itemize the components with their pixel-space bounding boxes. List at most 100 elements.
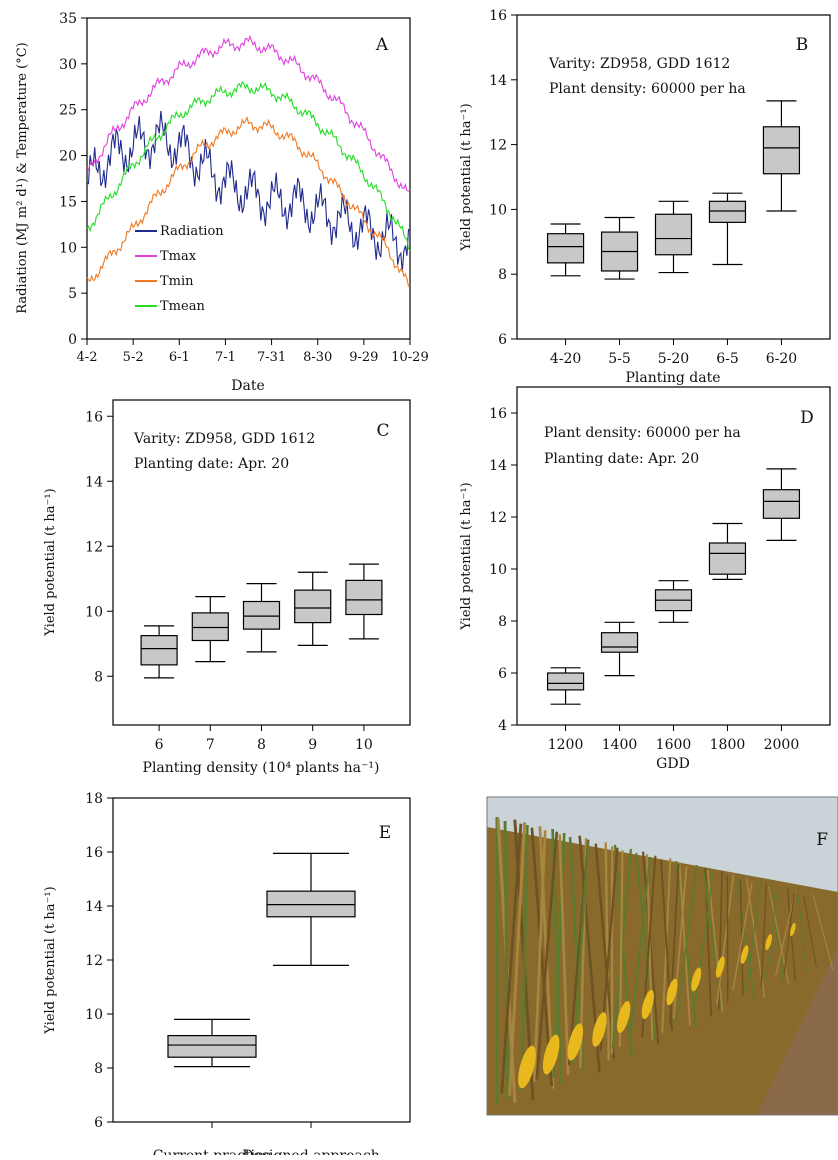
panel-e-plot-frame	[113, 798, 410, 1122]
panel-b-box	[763, 127, 799, 174]
panel-d-ytick-label: 4	[498, 718, 507, 734]
panel-f-panel-letter: F	[816, 830, 828, 850]
panel-a-ytick-label: 5	[68, 286, 77, 302]
panel-d-ytick-label: 8	[498, 614, 507, 630]
panel-a-ytick-label: 10	[59, 240, 77, 256]
panel-a-ytick-label: 25	[59, 103, 77, 119]
panel-b-xtick-label: 4-20	[550, 351, 581, 367]
panel-c-xtick-label: 10	[355, 737, 373, 753]
panel-e-ytick-label: 8	[94, 1061, 103, 1077]
panel-d-xtick-label: 1800	[710, 737, 746, 753]
panel-b-annotation: Varity: ZD958, GDD 1612	[548, 56, 730, 72]
panel-a-xtick-label: 9-29	[349, 350, 378, 365]
panel-c-ytick-label: 16	[85, 409, 103, 425]
panel-d-xtick-label: 1400	[602, 737, 638, 753]
panel-d-ytick-label: 6	[498, 666, 507, 682]
panel-c-ytick-label: 10	[85, 604, 103, 620]
panel-b-ytick-label: 6	[498, 332, 507, 348]
panel-d-xtick-label: 2000	[764, 737, 800, 753]
panel-d-panel-letter: D	[800, 408, 814, 428]
panel-e-panel-letter: E	[379, 823, 391, 843]
panel-c-ytick-label: 12	[85, 539, 103, 555]
panel-e-box	[267, 891, 355, 917]
panel-b-box	[656, 214, 692, 255]
panel-a-xtick-label: 4-2	[77, 350, 98, 365]
panel-a-ytick-label: 20	[59, 149, 77, 165]
panel-a-xtick-label: 10-29	[391, 350, 428, 365]
panel-b-xtick-label: 6-5	[716, 351, 739, 367]
panel-a-ytick-label: 15	[59, 194, 77, 210]
panel-d-ytick-label: 10	[489, 562, 507, 578]
panel-d-annotation: Plant density: 60000 per ha	[544, 425, 741, 441]
panel-d-ytick-label: 16	[489, 406, 507, 422]
panel-d-xtick-label: 1600	[656, 737, 692, 753]
panel-c-xlabel: Planting density (10⁴ plants ha⁻¹)	[143, 760, 380, 776]
panel-d-annotation: Planting date: Apr. 20	[544, 451, 699, 467]
panel-d-ytick-label: 14	[489, 458, 507, 474]
panel-a-legend-label-radiation: Radiation	[160, 224, 224, 239]
panel-c-box	[295, 590, 331, 623]
panel-c-plot-frame	[113, 400, 410, 725]
panel-d-box	[763, 490, 799, 519]
panel-f-photo: F	[487, 797, 838, 1115]
panel-c-panel-letter: C	[376, 421, 389, 441]
panel-e-ytick-label: 14	[85, 899, 103, 915]
panel-c-ytick-label: 14	[85, 474, 103, 490]
panel-d-xtick-label: 1200	[548, 737, 584, 753]
panel-c-box	[244, 602, 280, 630]
panel-a-xtick-label: 8-30	[303, 350, 332, 365]
panel-c-box	[346, 580, 382, 614]
panel-a-panel-letter: A	[375, 35, 389, 55]
panel-e-ytick-label: 10	[85, 1007, 103, 1023]
panel-e-ytick-label: 6	[94, 1115, 103, 1131]
panel-b-ytick-label: 12	[489, 138, 507, 154]
panel-a-ytick-label: 30	[59, 57, 77, 73]
panel-b-panel-letter: B	[796, 35, 809, 55]
panel-b-annotation: Plant density: 60000 per ha	[549, 81, 746, 97]
panel-b-ylabel: Yield potential (t ha⁻¹)	[459, 103, 474, 251]
panel-d-box	[602, 633, 638, 653]
panel-d-box	[709, 543, 745, 574]
panel-b-xtick-label: 5-5	[608, 351, 631, 367]
panel-b-xtick-label: 5-20	[658, 351, 689, 367]
panel-e-box	[168, 1036, 256, 1058]
panel-b-ytick-label: 8	[498, 267, 507, 283]
panel-b-box	[709, 201, 745, 222]
panel-a-chart: 0 5 10 15 20 25 30 35 A Radiation (MJ m² d¹) & Te…	[15, 11, 429, 394]
panel-c-xtick-label: 6	[155, 737, 164, 753]
panel-b-ytick-label: 10	[489, 202, 507, 218]
panel-a-plot-frame	[87, 18, 410, 339]
panel-f-content	[487, 797, 838, 1115]
panel-a-xtick-label: 5-2	[123, 350, 144, 365]
panel-e-ylabel: Yield potential (t ha⁻¹)	[43, 886, 58, 1034]
panel-e-ytick-label: 16	[85, 845, 103, 861]
panel-d-ylabel: Yield potential (t ha⁻¹)	[459, 482, 474, 630]
panel-a-ytick-label: 0	[68, 332, 77, 348]
panel-c-xtick-label: 9	[308, 737, 317, 753]
panel-c-box	[192, 613, 228, 641]
panel-a-xtick-label: 6-1	[169, 350, 190, 365]
panel-a-legend-label-tmin: Tmin	[160, 274, 194, 289]
panel-a-ytick-label: 35	[59, 11, 77, 27]
panel-c-ylabel: Yield potential (t ha⁻¹)	[43, 488, 58, 636]
panel-c-box	[141, 636, 177, 665]
panel-a-series-radiation	[87, 111, 410, 272]
panel-e-xtick-label: Designed approach	[242, 1148, 379, 1155]
panel-a-xtick-label: 7-1	[215, 350, 236, 365]
panel-a-series-tmin	[87, 118, 410, 287]
panel-c-ytick-label: 8	[94, 669, 103, 685]
panel-c-chart: 8 10 12 14 16 C Yield potential (t ha⁻¹) Planti…	[43, 400, 410, 776]
panel-b-box	[548, 234, 584, 263]
panel-a-series-tmax	[87, 37, 410, 192]
panel-a-ylabel: Radiation (MJ m² d¹) & Temperature (°C)	[15, 42, 30, 314]
panel-c-xtick-label: 7	[206, 737, 215, 753]
panel-b-xtick-label: 6-20	[766, 351, 797, 367]
panel-d-box	[548, 673, 584, 690]
panel-b-ytick-label: 16	[489, 8, 507, 24]
panel-a-xtick-label: 7-31	[257, 350, 286, 365]
panel-e-ytick-label: 12	[85, 953, 103, 969]
